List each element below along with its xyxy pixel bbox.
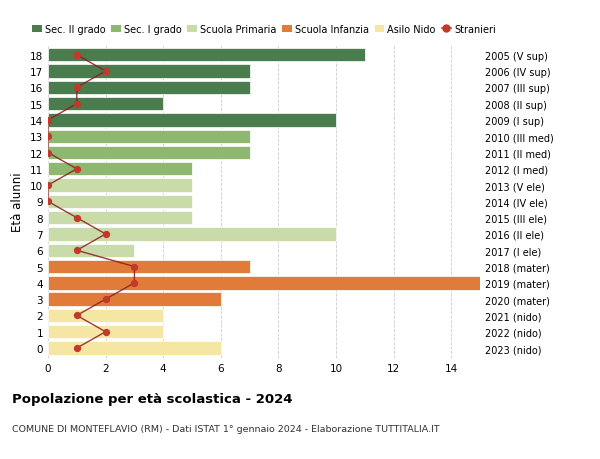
Bar: [48, 195, 192, 209]
Point: [43, 150, 53, 157]
Point: [101, 68, 110, 76]
Point: [72, 101, 82, 108]
Bar: [48, 114, 336, 127]
Point: [101, 328, 110, 336]
Point: [101, 296, 110, 303]
Bar: [48, 163, 192, 176]
Point: [43, 117, 53, 124]
Legend: Sec. II grado, Sec. I grado, Scuola Primaria, Scuola Infanzia, Asilo Nido, Stran: Sec. II grado, Sec. I grado, Scuola Prim…: [32, 25, 496, 35]
Text: Popolazione per età scolastica - 2024: Popolazione per età scolastica - 2024: [12, 392, 293, 405]
Bar: [48, 277, 480, 290]
Point: [43, 133, 53, 140]
Bar: [48, 98, 163, 111]
Bar: [48, 309, 163, 322]
Point: [43, 198, 53, 206]
Point: [101, 231, 110, 238]
Bar: [48, 146, 250, 160]
Bar: [48, 179, 192, 192]
Point: [72, 84, 82, 92]
Point: [130, 263, 139, 271]
Bar: [48, 341, 221, 355]
Bar: [48, 49, 365, 62]
Point: [72, 345, 82, 352]
Point: [72, 52, 82, 59]
Point: [72, 166, 82, 173]
Point: [72, 247, 82, 254]
Bar: [48, 325, 163, 339]
Bar: [48, 212, 192, 225]
Bar: [48, 228, 336, 241]
Point: [130, 280, 139, 287]
Bar: [48, 293, 221, 306]
Bar: [48, 244, 134, 257]
Point: [43, 182, 53, 190]
Text: COMUNE DI MONTEFLAVIO (RM) - Dati ISTAT 1° gennaio 2024 - Elaborazione TUTTITALI: COMUNE DI MONTEFLAVIO (RM) - Dati ISTAT …: [12, 425, 440, 434]
Y-axis label: Età alunni: Età alunni: [11, 172, 25, 232]
Bar: [48, 260, 250, 274]
Point: [72, 312, 82, 319]
Bar: [48, 130, 250, 144]
Bar: [48, 82, 250, 95]
Point: [72, 214, 82, 222]
Bar: [48, 65, 250, 78]
